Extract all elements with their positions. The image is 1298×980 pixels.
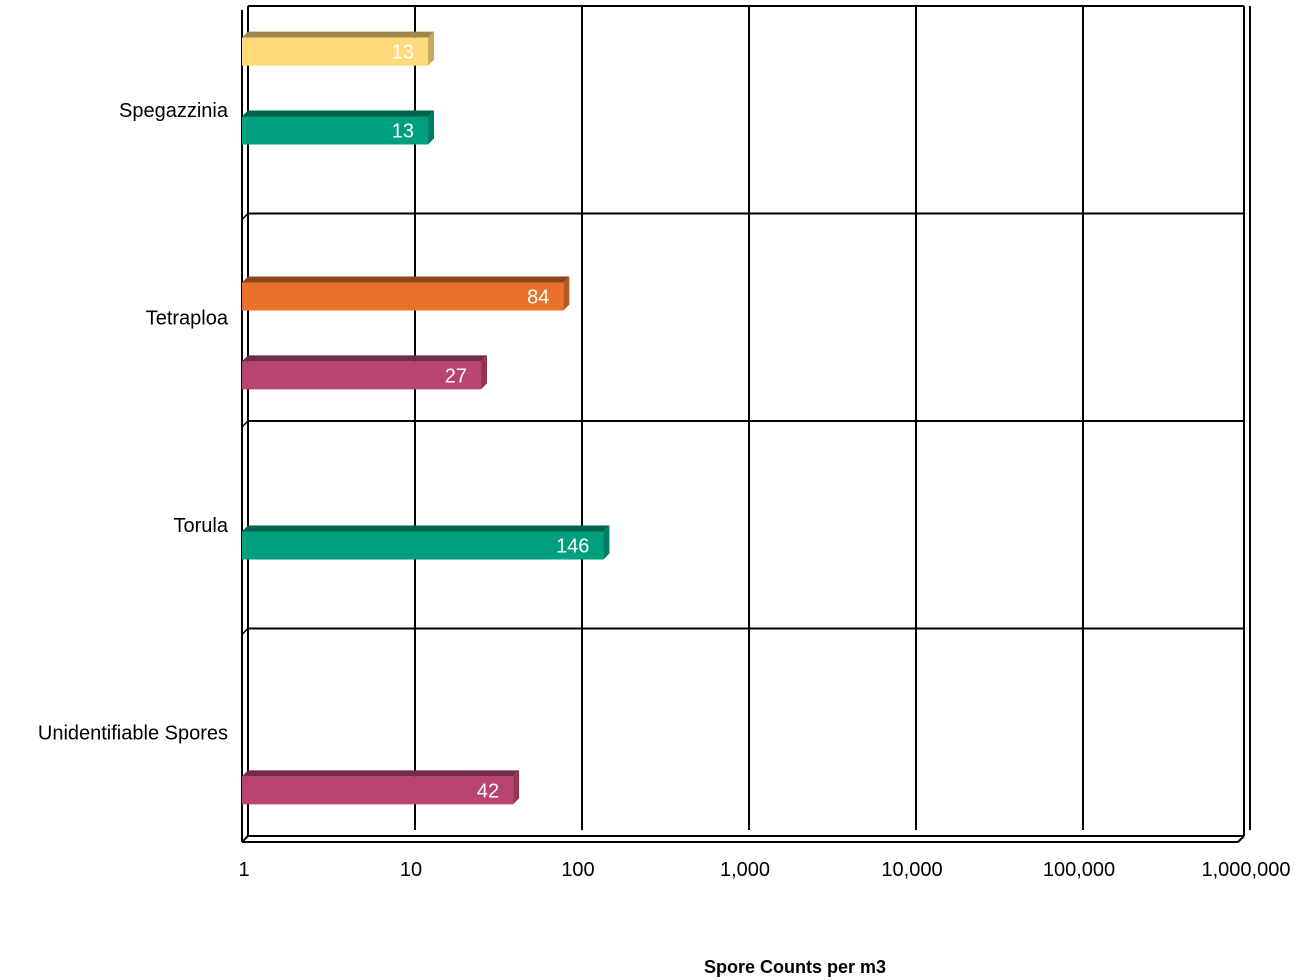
bar-side-face: [428, 31, 435, 66]
bar-front-face: [242, 361, 482, 390]
x-tick-label: 1: [238, 859, 249, 881]
x-tick-label: 10: [400, 859, 422, 881]
bar-top-face: [242, 770, 520, 777]
bar-front-face: [242, 776, 514, 805]
bar: 27: [242, 355, 488, 390]
bar-front-face: [242, 282, 564, 311]
x-axis-title: Spore Counts per m3: [704, 957, 886, 977]
bar: 42: [242, 770, 520, 805]
bar-value-label: 146: [556, 536, 589, 558]
bar-top-face: [242, 525, 610, 532]
bar-side-face: [603, 525, 610, 560]
x-tick-label: 100: [561, 859, 594, 881]
axis-origin-edge: [241, 835, 249, 843]
bar: 13: [242, 31, 435, 66]
bar: 84: [242, 276, 570, 311]
x-axis-corner-edge: [1237, 835, 1245, 843]
bar-side-face: [563, 276, 570, 311]
x-tick-labels: 1 10 100 1,000 10,000 100,000 1,000,000: [238, 859, 1290, 881]
axes: [241, 6, 1245, 843]
category-label: Tetraploa: [146, 307, 229, 329]
bar-side-face: [513, 770, 520, 805]
bar-value-label: 27: [445, 365, 467, 387]
bar-side-face: [481, 355, 488, 390]
bar-front-face: [242, 116, 429, 145]
bar-top-face: [242, 276, 570, 283]
gridlines: [241, 5, 1251, 830]
bar-top-face: [242, 31, 435, 38]
bars: 13 13 84 27 146 42: [242, 31, 610, 805]
bar-value-label: 13: [392, 121, 414, 143]
bar: 13: [242, 110, 435, 145]
bar-value-label: 13: [392, 42, 414, 64]
x-tick-label: 100,000: [1043, 859, 1115, 881]
category-label: Spegazzinia: [119, 100, 229, 122]
bar-front-face: [242, 531, 604, 560]
x-tick-label: 1,000: [720, 859, 770, 881]
x-tick-label: 10,000: [881, 859, 942, 881]
bar-top-face: [242, 355, 488, 362]
category-label: Unidentifiable Spores: [38, 722, 228, 744]
bar: 146: [242, 525, 610, 560]
category-label: Torula: [174, 515, 229, 537]
category-labels: Spegazzinia Tetraploa Torula Unidentifiable…: [38, 100, 229, 745]
bar-value-label: 84: [527, 287, 549, 309]
x-tick-label: 1,000,000: [1202, 859, 1291, 881]
bar-side-face: [428, 110, 435, 145]
bar-value-label: 42: [477, 780, 499, 802]
bar-front-face: [242, 37, 429, 66]
bar-top-face: [242, 110, 435, 117]
